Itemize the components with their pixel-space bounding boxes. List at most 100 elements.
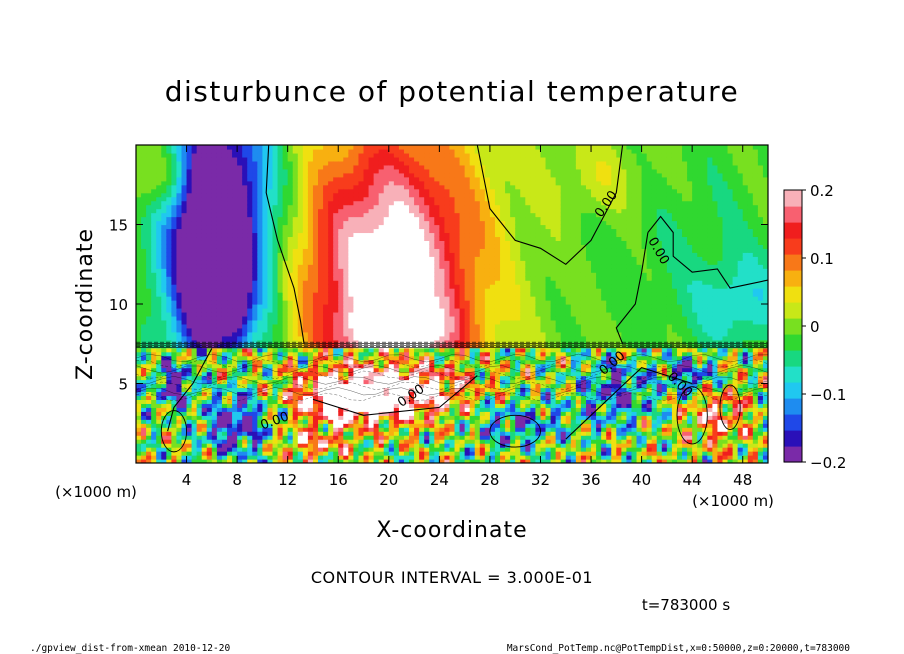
heatmap-cell xyxy=(166,284,172,289)
heatmap-cell xyxy=(277,268,284,273)
heatmap-cell xyxy=(353,148,360,154)
heatmap-cell xyxy=(403,359,410,365)
heatmap-cell xyxy=(211,244,218,249)
heatmap-cell xyxy=(292,435,299,440)
heatmap-cell xyxy=(424,427,430,432)
heatmap-cell xyxy=(292,347,299,353)
heatmap-cell xyxy=(216,288,223,293)
heatmap-cell xyxy=(247,232,253,238)
heatmap-cell xyxy=(166,212,172,218)
heatmap-cell xyxy=(333,307,339,313)
heatmap-cell xyxy=(141,371,147,377)
heatmap-cell xyxy=(176,236,183,241)
heatmap-cell xyxy=(161,164,167,170)
heatmap-cell xyxy=(409,427,415,432)
heatmap-cell xyxy=(333,220,339,226)
heatmap-cell xyxy=(156,280,162,285)
heatmap-cell xyxy=(333,367,339,373)
heatmap-cell xyxy=(312,451,319,456)
heatmap-cell xyxy=(429,248,435,253)
heatmap-cell xyxy=(378,160,385,166)
heatmap-cell xyxy=(252,296,258,301)
heatmap-cell xyxy=(424,311,430,317)
heatmap-cell xyxy=(267,280,274,285)
heatmap-cell xyxy=(216,296,223,301)
heatmap-cell xyxy=(378,391,385,397)
heatmap-cell xyxy=(186,367,193,373)
heatmap-cell xyxy=(363,459,370,463)
heatmap-cell xyxy=(323,164,329,170)
heatmap-cell xyxy=(171,451,178,456)
heatmap-cell xyxy=(307,371,314,377)
heatmap-cell xyxy=(196,455,203,460)
heatmap-cell xyxy=(297,455,304,460)
heatmap-cell xyxy=(292,319,299,325)
heatmap-cell xyxy=(368,431,375,436)
heatmap-cell xyxy=(419,184,425,190)
heatmap-cell xyxy=(267,152,274,158)
heatmap-cell xyxy=(419,311,425,317)
heatmap-cell xyxy=(444,455,451,460)
heatmap-cell xyxy=(141,284,147,289)
heatmap-cell xyxy=(343,204,349,210)
heatmap-cell xyxy=(206,272,213,277)
heatmap-cell xyxy=(237,395,243,400)
heatmap-cell xyxy=(216,335,223,341)
heatmap-cell xyxy=(287,311,294,317)
heatmap-cell xyxy=(166,220,172,226)
heatmap-cell xyxy=(403,407,410,412)
heatmap-cell xyxy=(136,212,142,218)
heatmap-cell xyxy=(282,411,289,416)
heatmap-cell xyxy=(338,435,344,440)
heatmap-cell xyxy=(216,419,223,424)
heatmap-cell xyxy=(232,307,238,313)
heatmap-cell xyxy=(282,447,289,452)
heatmap-cell xyxy=(338,371,344,377)
heatmap-cell xyxy=(368,296,375,301)
heatmap-cell xyxy=(227,355,233,361)
heatmap-cell xyxy=(363,343,370,349)
heatmap-cell xyxy=(216,383,223,389)
heatmap-cell xyxy=(312,415,319,420)
heatmap-cell xyxy=(252,176,258,182)
heatmap-cell xyxy=(343,451,349,456)
heatmap-cell xyxy=(368,443,375,448)
heatmap-cell xyxy=(302,387,309,393)
heatmap-cell xyxy=(424,296,430,301)
heatmap-cell xyxy=(403,280,410,285)
heatmap-cell xyxy=(307,319,314,325)
heatmap-cell xyxy=(141,292,147,297)
heatmap-cell xyxy=(348,260,355,265)
heatmap-cell xyxy=(141,451,147,456)
heatmap-cell xyxy=(398,443,405,448)
heatmap-cell xyxy=(338,216,344,222)
heatmap-cell xyxy=(429,280,435,285)
heatmap-cell xyxy=(292,304,299,309)
heatmap-cell xyxy=(434,164,440,170)
heatmap-cell xyxy=(146,359,152,365)
heatmap-cell xyxy=(403,256,410,261)
heatmap-cell xyxy=(388,196,395,202)
heatmap-cell xyxy=(318,383,324,389)
heatmap-cell xyxy=(186,307,193,313)
heatmap-cell xyxy=(242,327,248,333)
heatmap-cell xyxy=(333,288,339,293)
heatmap-cell xyxy=(221,359,228,365)
heatmap-cell xyxy=(237,407,243,412)
heatmap-cell xyxy=(141,323,147,329)
heatmap-cell xyxy=(444,343,451,349)
heatmap-cell xyxy=(161,260,167,265)
heatmap-cell xyxy=(161,419,167,424)
heatmap-cell xyxy=(444,399,451,404)
heatmap-cell xyxy=(216,387,223,393)
heatmap-cell xyxy=(201,280,208,285)
heatmap-cell xyxy=(323,196,329,202)
heatmap-cell xyxy=(378,292,385,297)
heatmap-cell xyxy=(307,180,314,186)
heatmap-cell xyxy=(373,351,380,357)
heatmap-cell xyxy=(237,208,243,214)
heatmap-cell xyxy=(383,307,390,313)
heatmap-cell xyxy=(141,431,147,436)
heatmap-cell xyxy=(257,216,263,222)
heatmap-cell xyxy=(287,427,294,432)
